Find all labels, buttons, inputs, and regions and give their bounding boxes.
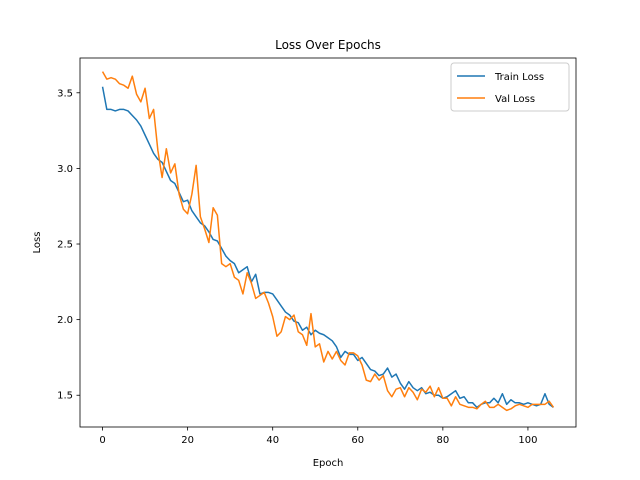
y-axis-label: Loss: [32, 232, 43, 254]
x-tick-label: 100: [518, 435, 537, 446]
x-tick-label: 0: [99, 435, 105, 446]
x-tick-label: 60: [351, 435, 364, 446]
series-layer: [101, 71, 555, 412]
legend: Train Loss Val Loss: [450, 62, 570, 112]
legend-box: [450, 62, 570, 112]
ticks-layer: 0 20 40 60 80 100 1.5 2.0 2.5 3.0 3.5: [57, 88, 537, 446]
y-tick-label: 2.5: [57, 240, 73, 251]
chart-title: Loss Over Epochs: [275, 38, 381, 52]
x-tick-label: 40: [266, 435, 279, 446]
x-tick-label: 80: [436, 435, 449, 446]
y-tick-label: 2.0: [57, 315, 73, 326]
plot-frame: [79, 57, 577, 428]
x-tick-label: 20: [181, 435, 194, 446]
legend-label-train-loss: Train Loss: [494, 72, 544, 83]
y-tick-label: 3.0: [57, 164, 73, 175]
y-tick-label: 3.5: [57, 88, 73, 99]
plot-area: [80, 58, 576, 427]
x-axis-label: Epoch: [313, 458, 344, 469]
legend-label-val-loss: Val Loss: [495, 94, 535, 105]
series-line-val-loss: [101, 71, 555, 412]
y-tick-label: 1.5: [57, 391, 73, 402]
